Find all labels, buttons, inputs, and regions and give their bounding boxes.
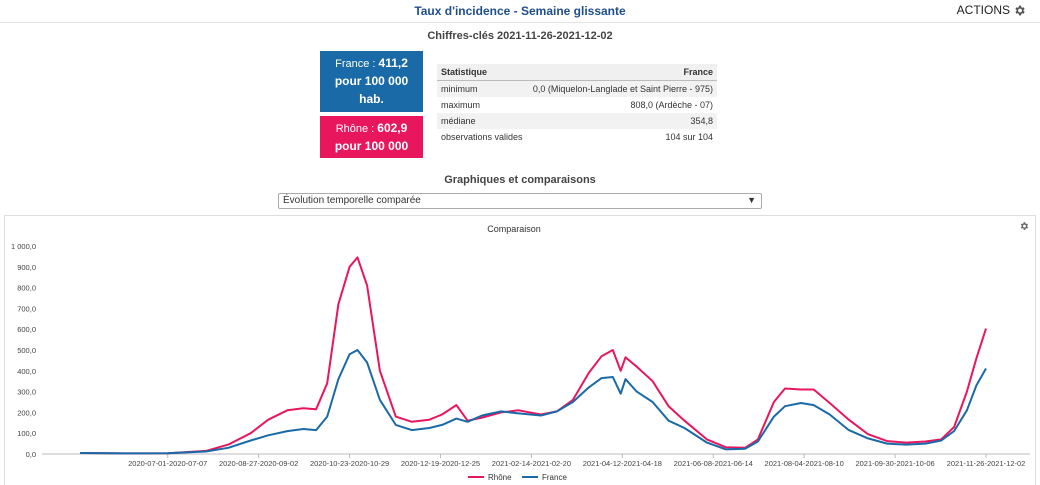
france-kpi-value: 411,2 bbox=[378, 56, 408, 70]
stat-value: 808,0 (Ardèche - 07) bbox=[630, 100, 713, 110]
y-tick-label: 300,0 bbox=[17, 388, 36, 397]
header-statistique: Statistique bbox=[437, 64, 528, 81]
x-tick-label: 2021-09-30-2021-10-06 bbox=[855, 459, 934, 468]
stat-label: médiane bbox=[437, 113, 528, 129]
chart-type-select-value: Évolution temporelle comparée bbox=[283, 195, 421, 206]
y-tick-label: 1 000,0 bbox=[11, 242, 36, 251]
x-tick-label: 2021-06-08-2021-06-14 bbox=[674, 459, 753, 468]
table-row: maximum 808,0 (Ardèche - 07) bbox=[437, 97, 717, 113]
stat-label: minimum bbox=[437, 80, 528, 97]
x-tick-label: 2021-08-04-2021-08-10 bbox=[765, 459, 844, 468]
x-tick-label: 2021-04-12-2021-04-18 bbox=[583, 459, 662, 468]
chart-type-select[interactable]: Évolution temporelle comparée ▼ bbox=[278, 193, 762, 209]
series-line-rhone bbox=[79, 256, 987, 455]
x-tick-label: 2021-02-14-2021-02-20 bbox=[492, 459, 571, 468]
actions-menu-button[interactable]: ACTIONS bbox=[957, 3, 1026, 17]
legend-label: Rhône bbox=[488, 473, 512, 482]
header-france: France bbox=[527, 64, 717, 81]
stat-value: 0,0 (Miquelon-Langlade et Saint Pierre -… bbox=[527, 80, 717, 97]
actions-label: ACTIONS bbox=[956, 3, 1010, 17]
stat-value: 104 sur 104 bbox=[665, 132, 713, 142]
x-tick-label: 2020-07-01-2020-07-07 bbox=[128, 459, 207, 468]
france-kpi-prefix: France : bbox=[335, 58, 379, 70]
page-title: Taux d'incidence - Semaine glissante bbox=[414, 4, 626, 18]
rhone-kpi-box: Rhône : 602,9 pour 100 000 hab. bbox=[320, 116, 423, 171]
france-kpi-box: France : 411,2 pour 100 000 hab. bbox=[320, 51, 423, 112]
chart-settings-gear-icon[interactable] bbox=[1020, 222, 1029, 230]
y-tick-label: 900,0 bbox=[17, 263, 36, 272]
y-tick-label: 200,0 bbox=[17, 408, 36, 417]
x-tick-label: 2020-12-19-2020-12-25 bbox=[401, 459, 480, 468]
series-line-france bbox=[79, 349, 987, 455]
rhone-kpi-value: 602,9 bbox=[377, 121, 408, 135]
france-kpi-suffix: pour 100 000 hab. bbox=[334, 74, 409, 106]
rhone-kpi-suffix: pour 100 000 hab. bbox=[334, 139, 409, 171]
legend-label: France bbox=[542, 473, 567, 482]
y-tick-label: 500,0 bbox=[17, 346, 36, 355]
rhone-kpi-prefix: Rhône : bbox=[335, 123, 378, 135]
chart-title: Comparaison bbox=[487, 224, 541, 234]
y-tick-label: 700,0 bbox=[17, 304, 36, 313]
table-row: médiane 354,8 bbox=[437, 113, 717, 129]
x-tick-label: 2021-11-26-2021-12-02 bbox=[947, 459, 1026, 468]
y-tick-label: 0,0 bbox=[26, 450, 36, 459]
gear-icon bbox=[1015, 5, 1025, 15]
stat-label: observations valides bbox=[441, 132, 523, 142]
x-tick-label: 2020-10-23-2020-10-29 bbox=[310, 459, 389, 468]
table-header-row: Statistique France bbox=[437, 64, 717, 81]
y-tick-label: 800,0 bbox=[17, 284, 36, 293]
table-row: observations valides 104 sur 104 bbox=[437, 129, 717, 145]
x-tick-label: 2020-08-27-2020-09-02 bbox=[219, 459, 298, 468]
y-tick-label: 600,0 bbox=[17, 325, 36, 334]
chevron-down-icon: ▼ bbox=[747, 195, 756, 205]
chart-container bbox=[4, 215, 1036, 485]
y-tick-label: 400,0 bbox=[17, 367, 36, 376]
stat-value: 354,8 bbox=[527, 113, 717, 129]
stat-label: maximum bbox=[441, 100, 481, 110]
key-figures-title: Chiffres-clés 2021-11-26-2021-12-02 bbox=[427, 30, 613, 42]
y-tick-label: 100,0 bbox=[17, 429, 36, 438]
graphs-section-title: Graphiques et comparaisons bbox=[444, 174, 596, 186]
statistics-table: Statistique France minimum 0,0 (Miquelon… bbox=[437, 64, 717, 145]
table-row: minimum 0,0 (Miquelon-Langlade et Saint … bbox=[437, 80, 717, 97]
top-bar: Taux d'incidence - Semaine glissante ACT… bbox=[0, 0, 1040, 23]
